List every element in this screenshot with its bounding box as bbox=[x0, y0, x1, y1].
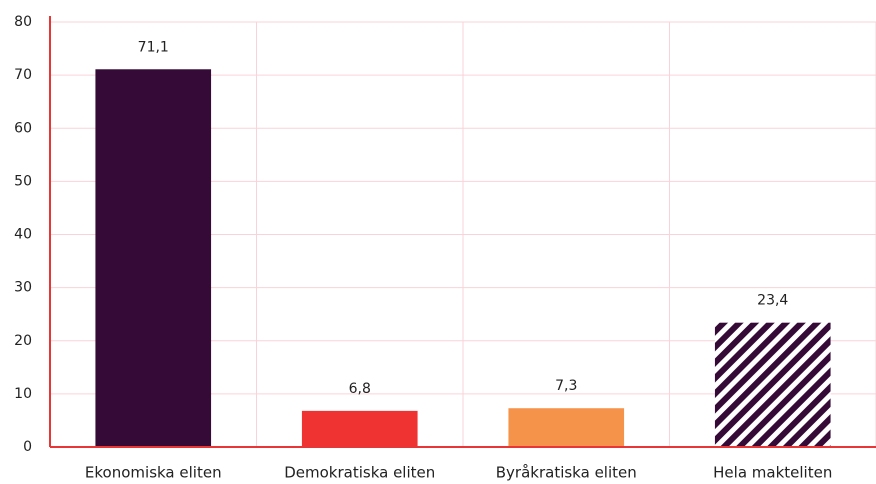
value-label: 71,1 bbox=[138, 39, 169, 55]
y-tick-label: 0 bbox=[23, 439, 32, 455]
value-label: 7,3 bbox=[555, 378, 577, 394]
x-tick-label: Demokratiska eliten bbox=[284, 464, 435, 482]
x-tick-label: Byråkratiska eliten bbox=[496, 464, 637, 482]
y-tick-label: 20 bbox=[14, 333, 32, 349]
x-tick-label: Hela makteliten bbox=[713, 464, 832, 482]
y-tick-label: 30 bbox=[14, 280, 32, 296]
value-label: 23,4 bbox=[757, 293, 788, 309]
bar bbox=[714, 322, 831, 447]
y-tick-label: 10 bbox=[14, 386, 32, 402]
bar bbox=[508, 408, 625, 447]
value-label: 6,8 bbox=[349, 381, 371, 397]
bar bbox=[301, 410, 418, 447]
y-tick-label: 80 bbox=[14, 14, 32, 30]
y-tick-label: 50 bbox=[14, 173, 32, 189]
y-tick-label: 70 bbox=[14, 67, 32, 83]
bar bbox=[95, 69, 212, 447]
y-tick-label: 60 bbox=[14, 120, 32, 136]
y-tick-label: 40 bbox=[14, 227, 32, 243]
x-tick-label: Ekonomiska eliten bbox=[85, 464, 222, 482]
